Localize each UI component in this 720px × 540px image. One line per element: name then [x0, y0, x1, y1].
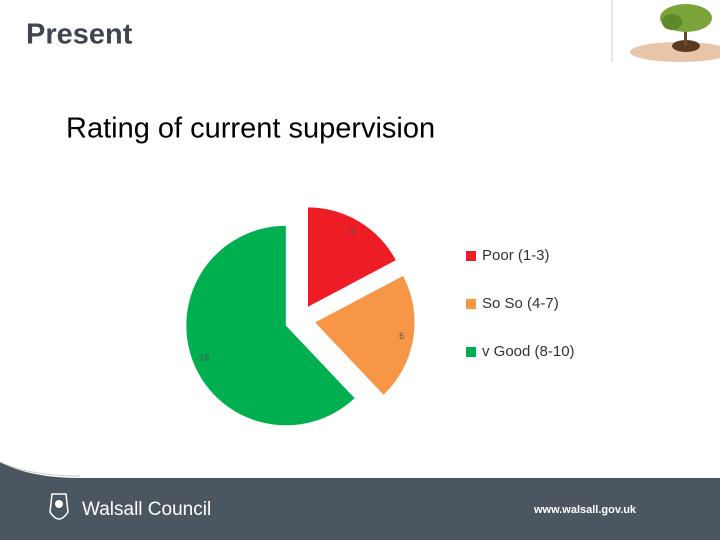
- legend-swatch: [466, 299, 476, 309]
- legend-swatch: [466, 251, 476, 261]
- footer-logo: [49, 493, 69, 520]
- legend-swatch: [466, 347, 476, 357]
- footer-curve: [0, 461, 81, 477]
- data-label: 6: [399, 331, 404, 341]
- header-image: [630, 4, 720, 62]
- legend-label: So So (4-7): [482, 295, 559, 312]
- pie-slice: [314, 275, 416, 396]
- footer-brand: Walsall Council: [82, 499, 211, 520]
- footer-url: www.walsall.gov.uk: [533, 504, 637, 516]
- footer-band: [0, 462, 720, 540]
- chart-title: Rating of current supervision: [66, 113, 435, 145]
- pie-slice: [307, 206, 397, 308]
- legend-label: v Good (8-10): [482, 343, 575, 360]
- pie-slice: [185, 225, 356, 426]
- slide-title: Present: [26, 19, 133, 51]
- legend-label: Poor (1-3): [482, 247, 550, 264]
- data-label: 18: [199, 352, 209, 362]
- data-label: 5: [351, 226, 356, 236]
